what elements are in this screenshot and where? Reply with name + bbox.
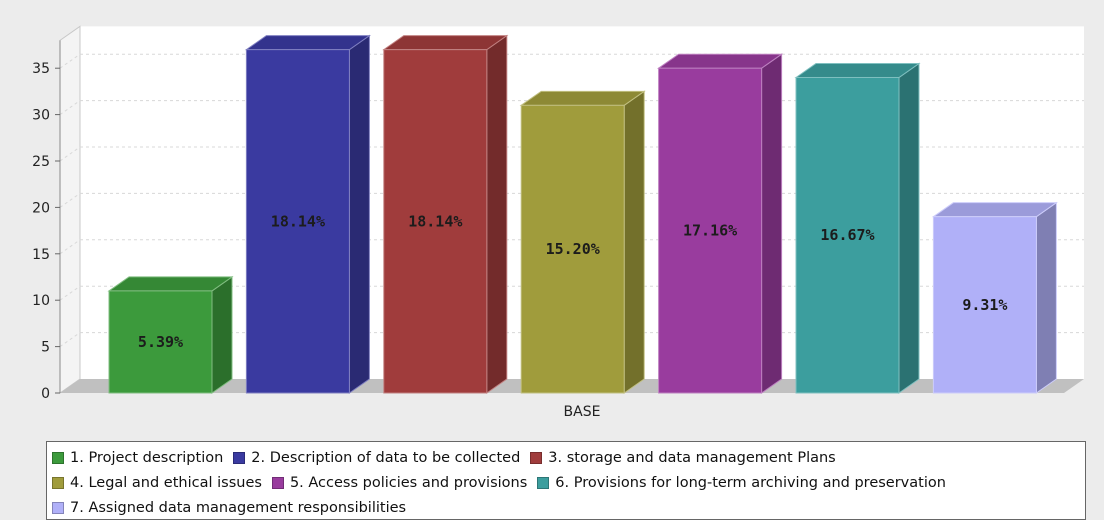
legend-item: 7. Assigned data management responsibili… bbox=[52, 500, 406, 516]
legend-label: 4. Legal and ethical issues bbox=[70, 474, 262, 491]
bar bbox=[795, 76, 900, 394]
bar-data-label: 5.39% bbox=[138, 333, 183, 351]
gridline bbox=[59, 332, 81, 348]
legend-item: 3. storage and data management Plans bbox=[530, 449, 836, 466]
y-tick-label: 35 bbox=[32, 61, 50, 77]
bar-side bbox=[348, 34, 370, 394]
legend-row: 1. Project description 2. Description of … bbox=[52, 445, 1085, 470]
legend-swatch bbox=[52, 476, 64, 489]
y-tick-label: 5 bbox=[41, 340, 50, 356]
legend-item: 5. Access policies and provisions bbox=[271, 474, 528, 491]
bar-side bbox=[623, 90, 645, 394]
bar-data-label: 18.14% bbox=[271, 212, 325, 230]
bar-top bbox=[382, 35, 509, 51]
bar-top bbox=[794, 62, 921, 78]
legend-item: 1. Project description bbox=[52, 450, 223, 466]
legend-item: 6. Provisions for long-term archiving an… bbox=[537, 475, 946, 491]
legend-swatch bbox=[52, 501, 64, 514]
bar bbox=[932, 216, 1037, 394]
legend-label: 3. storage and data management Plans bbox=[548, 449, 836, 466]
bar-top bbox=[657, 53, 784, 69]
legend-label: 6. Provisions for long-term archiving an… bbox=[555, 474, 946, 491]
bar-data-label: 16.67% bbox=[820, 226, 874, 244]
bar-chart: 0 5 10 15 20 25 30 35 5.39% 18.14% 18.14% 15.20% 17.… bbox=[32, 25, 1084, 420]
y-tick-label: 15 bbox=[32, 247, 50, 263]
gridline bbox=[59, 192, 81, 208]
legend-swatch bbox=[233, 451, 246, 464]
bar bbox=[520, 104, 625, 394]
bar-top bbox=[519, 90, 646, 106]
y-tick-label: 30 bbox=[32, 108, 50, 124]
gridline bbox=[59, 146, 81, 162]
chart-legend: 1. Project description 2. Description of … bbox=[46, 441, 1086, 520]
legend-row: 4. Legal and ethical issues 5. Access pol… bbox=[52, 470, 1085, 495]
legend-label: 1. Project description bbox=[70, 449, 224, 466]
gridline bbox=[59, 53, 81, 69]
bar-data-label: 15.20% bbox=[546, 240, 600, 258]
legend-label: 5. Access policies and provisions bbox=[289, 474, 528, 491]
legend-swatch bbox=[537, 476, 550, 489]
gridline bbox=[59, 239, 81, 255]
legend-row: 7. Assigned data management responsibili… bbox=[52, 495, 1085, 520]
legend-swatch bbox=[271, 476, 284, 489]
y-tick-label: 20 bbox=[32, 200, 50, 216]
gridline bbox=[59, 100, 81, 116]
bar-side bbox=[898, 62, 920, 394]
legend-label: 2. Description of data to be collected bbox=[251, 449, 521, 466]
bar-top bbox=[107, 276, 234, 292]
bar-side bbox=[211, 275, 233, 394]
bar-top bbox=[244, 35, 371, 51]
plot-left-wall bbox=[59, 25, 81, 394]
bar bbox=[108, 290, 213, 394]
legend-swatch bbox=[530, 451, 543, 464]
y-tick-label: 25 bbox=[32, 154, 50, 170]
gridline bbox=[59, 285, 81, 301]
legend-label: 7. Assigned data management responsibili… bbox=[70, 499, 407, 516]
bar-top bbox=[931, 202, 1058, 218]
y-tick-label: 0 bbox=[41, 386, 50, 402]
y-tick-label: 10 bbox=[32, 293, 50, 309]
legend-item: 4. Legal and ethical issues bbox=[52, 475, 262, 491]
x-category-label: BASE bbox=[564, 404, 601, 420]
bar bbox=[383, 49, 488, 394]
bar-data-label: 18.14% bbox=[408, 212, 462, 230]
bar-data-label: 9.31% bbox=[962, 296, 1007, 314]
bar bbox=[658, 67, 763, 394]
bar bbox=[245, 49, 350, 394]
bar-side bbox=[1035, 201, 1057, 394]
bar-side bbox=[761, 53, 783, 394]
bar-side bbox=[486, 34, 508, 394]
legend-swatch bbox=[52, 451, 64, 464]
legend-item: 2. Description of data to be collected bbox=[233, 450, 520, 466]
bar-data-label: 17.16% bbox=[683, 222, 737, 240]
